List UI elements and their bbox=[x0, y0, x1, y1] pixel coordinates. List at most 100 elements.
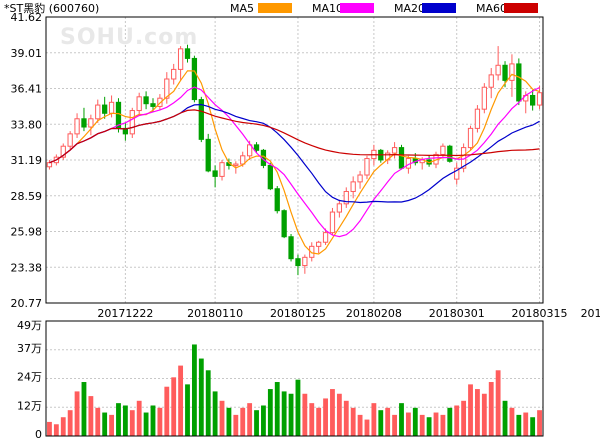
candle bbox=[495, 46, 501, 81]
candle bbox=[447, 144, 453, 163]
candle bbox=[205, 133, 211, 173]
volume-bar bbox=[523, 412, 529, 436]
candle bbox=[60, 143, 66, 160]
volume-bar bbox=[385, 407, 391, 436]
candle-body bbox=[184, 48, 191, 59]
candle bbox=[136, 92, 142, 117]
candle-body bbox=[316, 241, 322, 247]
legend-label: MA5 bbox=[230, 2, 254, 15]
volume-bar bbox=[74, 391, 80, 436]
candle bbox=[467, 125, 474, 151]
volume-series bbox=[47, 344, 542, 436]
volume-bar bbox=[509, 407, 515, 436]
candle bbox=[481, 83, 487, 114]
candle bbox=[295, 254, 301, 276]
candle bbox=[129, 107, 135, 138]
volume-bar bbox=[212, 391, 218, 436]
volume-bar bbox=[178, 365, 184, 436]
volume-bar bbox=[185, 384, 190, 436]
date-tick-label: 20180329 bbox=[581, 307, 600, 320]
candle-body bbox=[481, 86, 487, 110]
candle-body bbox=[143, 96, 149, 105]
volume-bar bbox=[371, 403, 377, 436]
candle-body bbox=[474, 108, 481, 129]
candle bbox=[164, 72, 170, 104]
legend-label: MA10 bbox=[312, 2, 343, 15]
candle-body bbox=[495, 64, 501, 76]
candle-body bbox=[467, 127, 474, 149]
candle bbox=[426, 155, 432, 167]
price-tick-label: 39.01 bbox=[11, 47, 43, 60]
candle-body bbox=[502, 64, 508, 81]
volume-bar bbox=[357, 414, 363, 436]
candle-body bbox=[336, 203, 343, 213]
volume-bar bbox=[516, 414, 522, 436]
price-tick-label: 23.38 bbox=[11, 261, 43, 274]
volume-tick-label: 0 bbox=[35, 428, 42, 440]
volume-bar bbox=[281, 391, 287, 436]
volume-bar bbox=[60, 417, 66, 436]
volume-bar bbox=[109, 414, 114, 436]
volume-bar bbox=[191, 344, 197, 436]
candle bbox=[191, 55, 198, 103]
volume-bar bbox=[405, 412, 411, 436]
volume-bar bbox=[67, 410, 73, 436]
candle bbox=[143, 91, 149, 110]
volume-tick-label: 24万 bbox=[17, 371, 42, 384]
candle-body bbox=[536, 92, 543, 106]
candle bbox=[115, 98, 122, 133]
candle-body bbox=[233, 163, 239, 166]
volume-bar bbox=[481, 393, 487, 436]
volume-bar bbox=[323, 398, 328, 436]
date-tick-label: 20180110 bbox=[187, 307, 243, 320]
price-tick-label: 28.59 bbox=[11, 190, 43, 203]
volume-bar bbox=[537, 410, 542, 436]
volume-bar bbox=[261, 405, 266, 436]
volume-tick-label: 12万 bbox=[17, 399, 42, 412]
candle bbox=[454, 162, 460, 185]
volume-bar bbox=[440, 414, 446, 436]
volume-axis-labels: 0 12万 24万 37万 49万 bbox=[17, 319, 42, 440]
candle bbox=[95, 99, 101, 123]
candle bbox=[288, 234, 294, 262]
price-tick-label: 41.62 bbox=[11, 11, 43, 24]
candle-body bbox=[530, 94, 536, 106]
candle bbox=[322, 228, 329, 245]
candle bbox=[336, 199, 343, 218]
candle bbox=[364, 155, 370, 180]
candle-body bbox=[322, 232, 329, 243]
candlestick-series bbox=[46, 44, 543, 276]
volume-bar bbox=[502, 400, 508, 436]
volume-bar bbox=[53, 424, 59, 436]
volume-bar bbox=[198, 358, 204, 436]
candle-body bbox=[288, 236, 294, 260]
candle-body bbox=[398, 147, 405, 169]
volume-bar bbox=[143, 412, 149, 436]
candle-body bbox=[454, 167, 460, 180]
volume-bar bbox=[392, 414, 398, 436]
candle-body bbox=[136, 96, 142, 112]
volume-bar bbox=[378, 410, 384, 436]
candle-body bbox=[219, 162, 225, 177]
date-tick-label: 20180315 bbox=[512, 307, 568, 320]
volume-bar bbox=[88, 396, 94, 436]
volume-bar bbox=[240, 407, 246, 436]
candle-body bbox=[240, 155, 246, 165]
ma60-line bbox=[49, 109, 540, 164]
volume-bar bbox=[302, 393, 308, 436]
volume-bar bbox=[454, 405, 460, 436]
volume-bar bbox=[171, 377, 177, 436]
candle bbox=[253, 142, 260, 154]
candle-body bbox=[253, 144, 260, 151]
volume-bar bbox=[295, 379, 301, 436]
price-tick-label: 20.77 bbox=[11, 297, 43, 310]
volume-bar bbox=[336, 393, 342, 436]
candle bbox=[88, 114, 94, 136]
volume-bar bbox=[399, 403, 404, 436]
candle-body bbox=[198, 99, 204, 140]
date-axis-labels: 20171222 20180110 20180125 20180208 20180301… bbox=[97, 307, 600, 320]
chart-title: *ST黑豹 (600760) bbox=[4, 2, 99, 15]
legend-swatch bbox=[340, 3, 374, 13]
volume-bar bbox=[81, 382, 87, 436]
